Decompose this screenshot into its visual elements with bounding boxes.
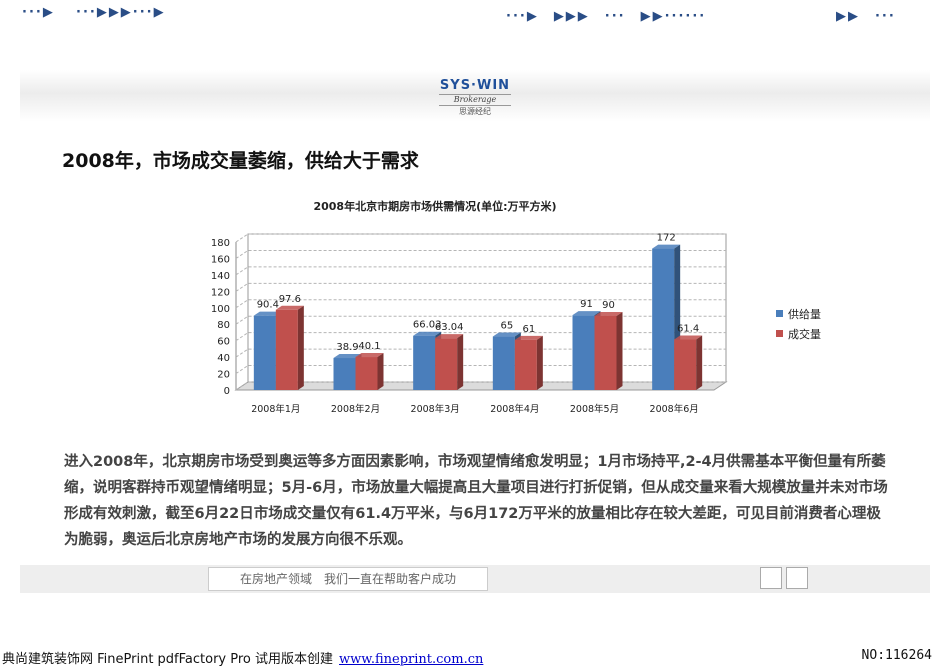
nav-arrows-4: ▶▶ ··· <box>836 9 896 24</box>
nav-square-1 <box>760 567 782 589</box>
bar <box>492 336 515 390</box>
bar-side <box>536 335 543 390</box>
bar <box>413 335 436 390</box>
data-label: 61.4 <box>677 324 699 335</box>
data-label: 91 <box>580 299 593 310</box>
data-label: 90.4 <box>257 300 279 311</box>
y-tick-label: 160 <box>211 254 230 265</box>
bar-top <box>514 335 543 340</box>
bar-side <box>297 305 304 390</box>
bar-top <box>253 311 282 316</box>
bar <box>355 357 378 390</box>
bar <box>652 248 675 390</box>
bar-side <box>377 353 384 390</box>
footer-text: 典尚建筑装饰网 FinePrint pdfFactory Pro 试用版本创建 <box>2 652 334 667</box>
logo-cn: 思源经纪 <box>459 107 491 116</box>
x-tick-label: 2008年3月 <box>411 403 460 415</box>
bar-top <box>652 244 681 249</box>
legend-label: 供给量 <box>788 307 821 321</box>
y-tick-label: 40 <box>217 353 230 364</box>
data-label: 90 <box>602 300 615 311</box>
y-tick-label: 140 <box>211 271 230 282</box>
logo-sub: Brokerage <box>439 94 511 106</box>
bar-top <box>572 311 601 316</box>
nav-square-2 <box>786 567 808 589</box>
bar <box>253 315 276 390</box>
x-tick-label: 2008年5月 <box>570 403 619 415</box>
bar-top <box>492 332 521 337</box>
bar <box>674 339 697 390</box>
nav-arrows-1: ···▶ <box>22 5 55 20</box>
data-label: 66.03 <box>413 320 442 331</box>
header-band <box>20 70 930 122</box>
data-label: 61 <box>522 324 535 335</box>
y-tick-label: 20 <box>217 370 230 381</box>
bar-top <box>435 334 464 339</box>
bar <box>275 309 298 390</box>
bar <box>333 358 356 390</box>
legend-swatch <box>776 310 783 317</box>
brand-logo: SYS·WIN Brokerage 思源经纪 <box>425 78 525 120</box>
footer-link[interactable]: www.fineprint.com.cn <box>339 652 484 667</box>
body-paragraph: 进入2008年，北京期房市场受到奥运等多方面因素影响，市场观望情绪愈发明显；1月… <box>64 454 888 548</box>
x-tick-label: 2008年6月 <box>650 403 699 415</box>
bar <box>572 315 595 390</box>
slogan-box: 在房地产领域 我们一直在帮助客户成功 <box>208 567 488 591</box>
chart-title: 2008年北京市期房市场供需情况(单位:万平方米) <box>313 199 556 213</box>
y-tick-label: 60 <box>217 337 230 348</box>
x-tick-label: 2008年2月 <box>331 403 380 415</box>
page-title: 2008年，市场成交量萎缩，供给大于需求 <box>62 150 419 172</box>
nav-arrows-3: ···▶ ▶▶▶ ··· ▶▶······ <box>506 9 707 24</box>
bar-side <box>616 312 623 390</box>
bar-top <box>413 331 442 336</box>
bar-side <box>696 335 703 390</box>
y-tick-label: 0 <box>224 386 230 397</box>
legend-label: 成交量 <box>788 327 821 341</box>
y-tick-label: 120 <box>211 287 230 298</box>
data-label: 38.9 <box>336 342 358 353</box>
bar-top <box>594 312 623 316</box>
nav-arrows-2: ···▶▶▶···▶ <box>76 5 166 20</box>
bar <box>435 338 458 390</box>
bar-top <box>275 305 304 310</box>
x-tick-label: 2008年4月 <box>490 403 539 415</box>
footer-number: NO:116264 <box>861 648 932 663</box>
bar <box>514 339 537 390</box>
bar <box>594 316 617 390</box>
data-label: 40.1 <box>358 341 380 352</box>
bar-top <box>333 354 362 359</box>
bar-top <box>355 353 384 358</box>
bar-top <box>674 335 703 340</box>
logo-brand: SYS·WIN <box>439 78 511 93</box>
y-tick-label: 100 <box>211 304 230 315</box>
supply-demand-chart: 2008年北京市期房市场供需情况(单位:万平方米) 0 20 40 60 80 100 120… <box>211 199 821 415</box>
data-label: 97.6 <box>279 294 301 305</box>
y-tick-label: 80 <box>217 320 230 331</box>
y-tick-label: 180 <box>211 238 230 249</box>
data-label: 65 <box>500 321 513 332</box>
data-label: 172 <box>657 233 676 244</box>
footer-watermark: 典尚建筑装饰网 FinePrint pdfFactory Pro 试用版本创建 w… <box>2 648 483 667</box>
bar-side <box>457 334 464 390</box>
data-label: 63.04 <box>435 322 464 333</box>
legend-swatch <box>776 330 783 337</box>
x-tick-label: 2008年1月 <box>251 403 300 415</box>
